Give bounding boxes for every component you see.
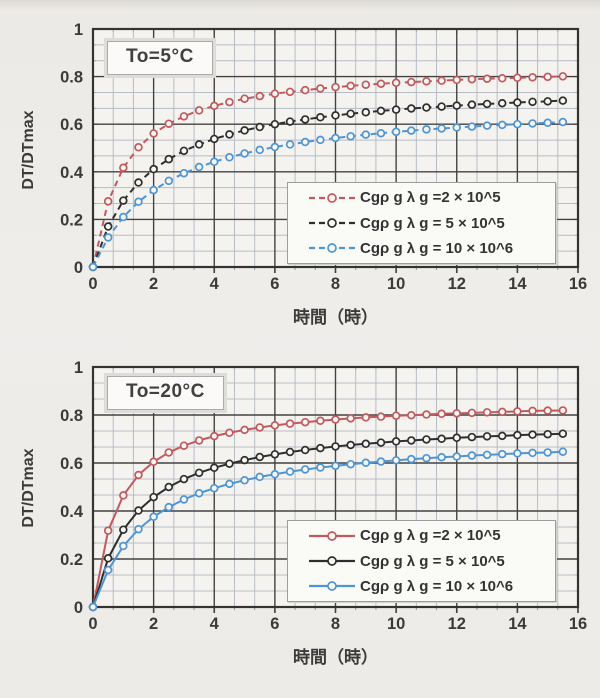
svg-text:0.6: 0.6 [60, 455, 83, 473]
condition-label: To=20°C [126, 381, 205, 402]
y-axis-title: DT/DTmax [20, 110, 37, 190]
legend-line-marker-icon [308, 528, 356, 544]
legend-item: Cgρ g λ g = 10 × 10^6 [294, 236, 549, 261]
svg-text:8: 8 [331, 615, 340, 633]
svg-text:1: 1 [74, 21, 83, 39]
legend-item: Cgρ g λ g = 5 × 10^5 [294, 211, 549, 236]
legend-label: Cgρ g λ g =2 × 10^5 [360, 189, 501, 207]
legend-label: Cgρ g λ g = 10 × 10^6 [360, 239, 514, 257]
svg-text:12: 12 [448, 615, 466, 633]
legend-label: Cgρ g λ g =2 × 10^5 [360, 527, 501, 545]
svg-text:0: 0 [74, 259, 83, 277]
legend-label: Cgρ g λ g = 5 × 10^5 [360, 552, 505, 570]
legend-line-marker-icon [308, 578, 356, 594]
legend-line-marker-icon [308, 240, 356, 256]
svg-text:4: 4 [210, 615, 220, 633]
legend-line-marker-icon [308, 215, 356, 231]
condition-label: To=5°C [126, 46, 194, 67]
condition-label-box: To=5°C [104, 38, 216, 78]
x-axis-title: 時間（時） [293, 648, 378, 667]
svg-text:4: 4 [210, 275, 220, 293]
x-axis-title: 時間（時） [293, 308, 378, 327]
chart-to-20c: 0 2 4 6 8 10 12 14 16 0 0.2 0.4 0.6 0.8 1 DT/DTmax 時間（… [0, 349, 600, 698]
svg-text:0.4: 0.4 [60, 503, 84, 521]
svg-text:10: 10 [387, 615, 405, 633]
svg-text:1: 1 [74, 359, 83, 377]
legend-item: Cgρ g λ g =2 × 10^5 [294, 185, 549, 210]
legend-label: Cgρ g λ g = 5 × 10^5 [360, 214, 505, 232]
svg-text:0.6: 0.6 [60, 116, 83, 134]
legend-item: Cgρ g λ g =2 × 10^5 [294, 523, 549, 548]
svg-text:0: 0 [88, 275, 97, 293]
svg-text:10: 10 [387, 275, 405, 293]
svg-text:16: 16 [569, 615, 587, 633]
svg-text:16: 16 [569, 275, 587, 293]
svg-text:6: 6 [270, 615, 279, 633]
legend-item: Cgρ g λ g = 5 × 10^5 [294, 549, 549, 574]
condition-label-box: To=20°C [104, 373, 227, 413]
legend-label: Cgρ g λ g = 10 × 10^6 [360, 577, 514, 595]
chart-canvas-to-5c: 0 2 4 6 8 10 12 14 16 0 0.2 0.4 0.6 0.8 1 [60, 21, 587, 293]
svg-text:2: 2 [149, 275, 158, 293]
svg-text:8: 8 [331, 275, 340, 293]
svg-text:0.8: 0.8 [60, 407, 83, 425]
svg-text:6: 6 [270, 275, 279, 293]
svg-text:0.4: 0.4 [60, 164, 84, 182]
chart-to-5c: 0 2 4 6 8 10 12 14 16 0 0.2 0.4 0.6 0.8 1 DT/DTmax 時間（… [20, 21, 587, 327]
legend: Cgρ g λ g =2 × 10^5 Cgρ g λ g = 5 × 10^5… [287, 182, 556, 264]
svg-text:0.2: 0.2 [60, 551, 83, 569]
svg-text:14: 14 [508, 275, 527, 293]
svg-text:2: 2 [149, 615, 158, 633]
legend-item: Cgρ g λ g = 10 × 10^6 [294, 574, 549, 599]
legend-line-marker-icon [308, 553, 356, 569]
y-axis-title: DT/DTmax [20, 448, 37, 528]
svg-text:0.2: 0.2 [60, 211, 83, 229]
svg-text:0: 0 [88, 615, 97, 633]
svg-text:0: 0 [74, 599, 83, 617]
legend: Cgρ g λ g =2 × 10^5 Cgρ g λ g = 5 × 10^5… [287, 520, 556, 602]
legend-line-marker-icon [308, 190, 356, 206]
svg-text:12: 12 [448, 275, 466, 293]
svg-text:0.8: 0.8 [60, 69, 83, 87]
svg-text:14: 14 [508, 615, 527, 633]
